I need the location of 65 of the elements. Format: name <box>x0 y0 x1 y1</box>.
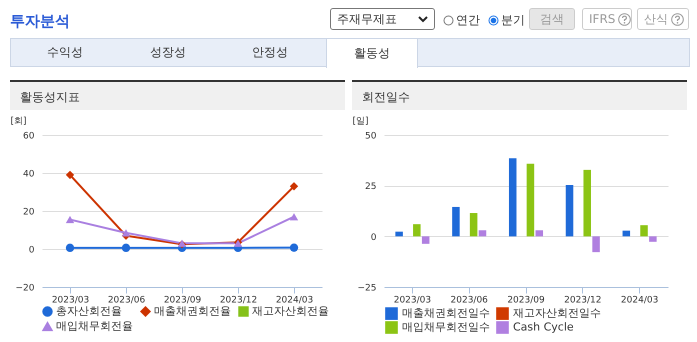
x-tick-label: 2024/03 <box>276 296 314 306</box>
legend-label: Cash Cycle <box>513 320 574 334</box>
text: 산식 <box>637 8 689 30</box>
text: 주재무제표 <box>337 10 397 28</box>
point <box>66 244 74 252</box>
text: 분기 <box>500 12 525 29</box>
bar <box>395 232 403 236</box>
point <box>66 216 74 224</box>
y-tick-label: −25 <box>358 284 376 294</box>
text: 성장성 <box>149 44 187 61</box>
text: IFRS <box>582 8 632 30</box>
legend-label: 총자산회전율 <box>56 304 122 318</box>
y-tick-label: 40 <box>23 170 35 180</box>
bar <box>470 213 478 236</box>
bar <box>478 230 486 236</box>
y-tick-label: 0 <box>28 246 35 256</box>
text: 안정성 <box>251 44 289 61</box>
legend-label: 재고자산회전일수 <box>513 306 601 320</box>
x-tick-label: 2023/06 <box>108 296 146 306</box>
chart-title: 회전일수 <box>352 80 687 110</box>
point <box>290 213 298 220</box>
text: 검색 <box>529 8 575 30</box>
y-axis-title: [회] <box>10 116 27 126</box>
text: 연간 <box>455 12 480 29</box>
x-tick-label: 2023/09 <box>164 296 202 306</box>
bar <box>536 230 544 236</box>
y-tick-label: 50 <box>365 132 377 142</box>
x-tick-label: 2023/12 <box>564 296 602 306</box>
bar <box>422 236 430 244</box>
legend-label: 매출채권회전일수 <box>402 306 490 320</box>
point <box>290 182 298 190</box>
x-tick-label: 2024/03 <box>620 296 658 306</box>
text: 활동성 <box>326 38 418 68</box>
bar <box>508 158 516 236</box>
legend-label: 매출채권회전율 <box>154 304 231 318</box>
legend-label: 매입채무회전일수 <box>402 320 490 334</box>
legend-label: 매입채무회전율 <box>56 320 133 332</box>
bar <box>452 206 460 236</box>
y-tick-label: 20 <box>23 208 35 218</box>
y-tick-label: −20 <box>16 284 35 294</box>
text: 수익성 <box>46 44 84 61</box>
y-tick-label: 60 <box>23 132 35 142</box>
text: 투자분석 <box>10 12 70 31</box>
point <box>122 229 130 236</box>
bar <box>592 236 600 252</box>
bar <box>413 224 421 236</box>
y-axis-title: [일] <box>352 116 369 126</box>
bar <box>566 185 574 236</box>
y-tick-label: 0 <box>370 232 377 243</box>
x-tick-label: 2023/12 <box>220 296 258 306</box>
point <box>122 244 130 252</box>
bar <box>583 170 591 236</box>
x-tick-label: 2023/03 <box>394 296 432 306</box>
bar <box>640 225 648 236</box>
bar <box>526 164 534 236</box>
chart-title: 활동성지표 <box>10 80 345 110</box>
point <box>66 170 74 180</box>
point <box>290 243 298 252</box>
bar <box>649 236 657 242</box>
legend-label: 재고자산회전율 <box>252 304 329 318</box>
bar <box>622 230 630 236</box>
x-tick-label: 2023/09 <box>507 296 545 306</box>
x-tick-label: 2023/06 <box>450 296 488 306</box>
x-tick-label: 2023/03 <box>52 296 90 306</box>
y-tick-label: 25 <box>365 182 376 192</box>
